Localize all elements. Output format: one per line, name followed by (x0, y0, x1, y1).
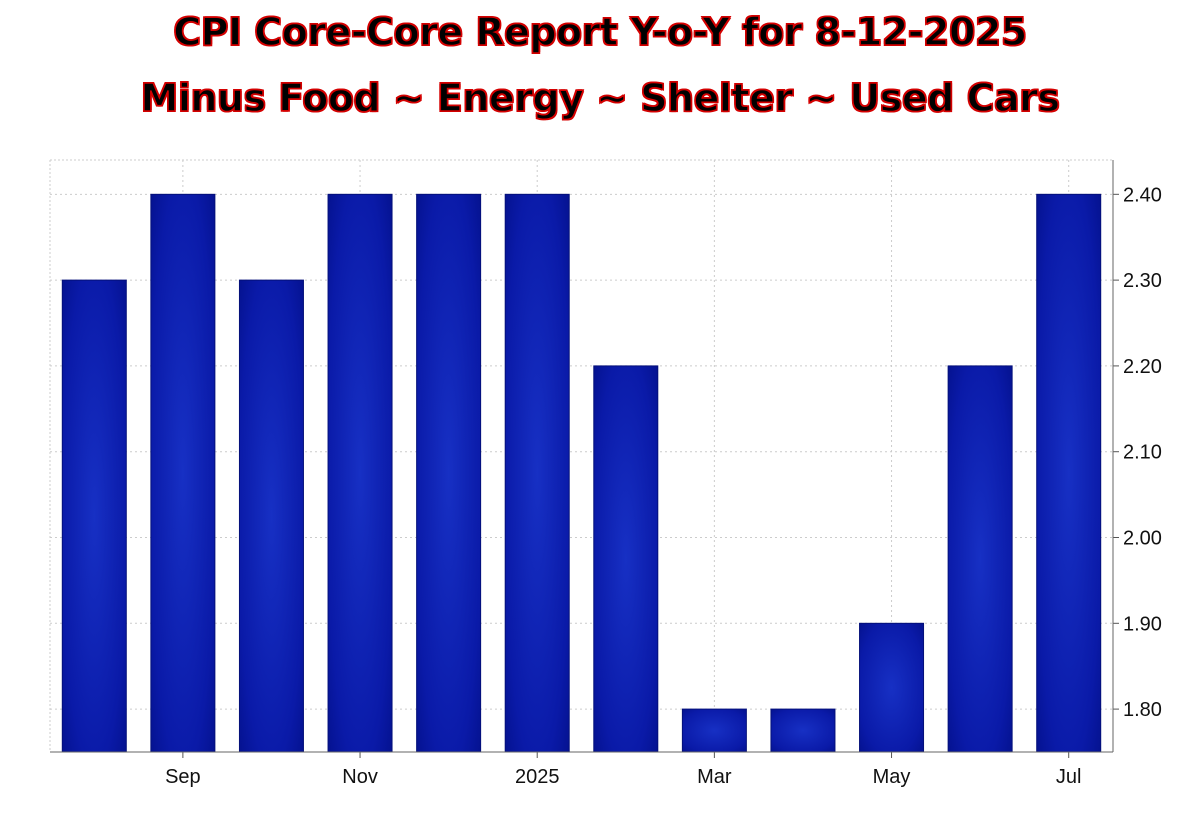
x-tick-label: Sep (165, 766, 201, 788)
bar (416, 193, 482, 753)
x-tick-label: Jul (1056, 766, 1082, 788)
y-tick-label: 2.10 (1123, 442, 1162, 464)
y-tick-label: 2.00 (1123, 528, 1162, 550)
bar (238, 279, 304, 753)
bar (1036, 193, 1102, 753)
bar (504, 193, 570, 753)
y-tick-label: 1.80 (1123, 699, 1162, 721)
bar (61, 279, 127, 753)
bar (327, 193, 393, 753)
x-tick-label: Nov (342, 766, 378, 788)
x-tick-label: 2025 (515, 766, 560, 788)
y-tick-label: 2.30 (1123, 270, 1162, 292)
y-tick-label: 1.90 (1123, 613, 1162, 635)
bars (61, 193, 1102, 753)
bar (681, 708, 747, 753)
y-tick-label: 2.20 (1123, 356, 1162, 378)
x-tick-label: Mar (697, 766, 732, 788)
bar (947, 365, 1013, 753)
axes: 1.80 1.90 2.00 2.10 2.20 2.30 2.40 Sep Nov 2025 Ma… (50, 160, 1162, 788)
x-tick-label: May (873, 766, 911, 788)
bar (593, 365, 659, 753)
bar (770, 708, 836, 753)
chart-title: CPI Core-Core Report Y-o-Y for 8-12-2025 (173, 9, 1028, 54)
bar (150, 193, 216, 753)
bar (859, 622, 925, 753)
y-tick-label: 2.40 (1123, 184, 1162, 206)
chart-subtitle: Minus Food ~ Energy ~ Shelter ~ Used Car… (140, 75, 1061, 120)
